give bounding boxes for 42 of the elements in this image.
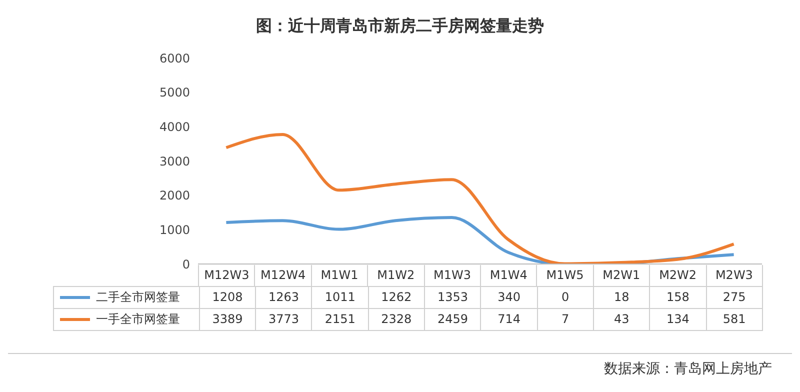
data-label: 3389 [198, 309, 256, 330]
x-tick-label: M1W1 [310, 265, 368, 286]
data-label: 134 [649, 309, 706, 330]
legend-label: 一手全市网签量 [96, 311, 180, 328]
data-label: 340 [480, 287, 537, 308]
data-label: 2328 [368, 309, 424, 330]
data-label: 3773 [255, 309, 312, 330]
y-tick-label: 5000 [159, 86, 190, 100]
x-tick-label: M2W3 [706, 265, 762, 286]
y-tick-label: 0 [182, 257, 190, 272]
x-tick-label: M1W5 [536, 265, 593, 286]
x-tick-label: M1W2 [367, 265, 424, 286]
x-tick-label: M12W4 [254, 265, 311, 286]
x-tick-label: M12W3 [198, 265, 254, 286]
data-label: 581 [706, 309, 762, 330]
x-tick-label: M2W2 [649, 265, 706, 286]
y-tick-label: 2000 [159, 188, 190, 203]
data-label: 158 [649, 287, 706, 308]
data-label: 2151 [311, 309, 368, 330]
y-tick-label: 3000 [159, 154, 190, 168]
x-tick-label: M2W1 [592, 265, 650, 286]
data-label: 275 [706, 287, 762, 308]
data-label: 43 [593, 309, 650, 330]
data-label: 1262 [368, 287, 424, 308]
x-tick-label: M1W3 [424, 265, 480, 286]
data-label: 1208 [198, 287, 256, 308]
data-label: 2459 [424, 309, 480, 330]
line-series [224, 132, 736, 264]
y-tick-label: 6000 [159, 51, 190, 66]
data-label: 0 [536, 287, 593, 308]
data-label: 7 [536, 309, 593, 330]
source-note: 数据来源：青岛网上房地产 [603, 360, 772, 378]
data-label: 1011 [311, 287, 368, 308]
chart-title: 图：近十周青岛市新房二手房网签量走势 [255, 15, 545, 37]
legend-label: 二手全市网签量 [96, 289, 180, 306]
data-label: 1263 [255, 287, 312, 308]
data-label: 1353 [424, 287, 480, 308]
data-label: 18 [593, 287, 650, 308]
y-tick-label: 1000 [159, 222, 190, 237]
x-tick-label: M1W4 [480, 265, 536, 286]
data-label: 714 [480, 309, 537, 330]
y-tick-label: 4000 [159, 120, 190, 134]
